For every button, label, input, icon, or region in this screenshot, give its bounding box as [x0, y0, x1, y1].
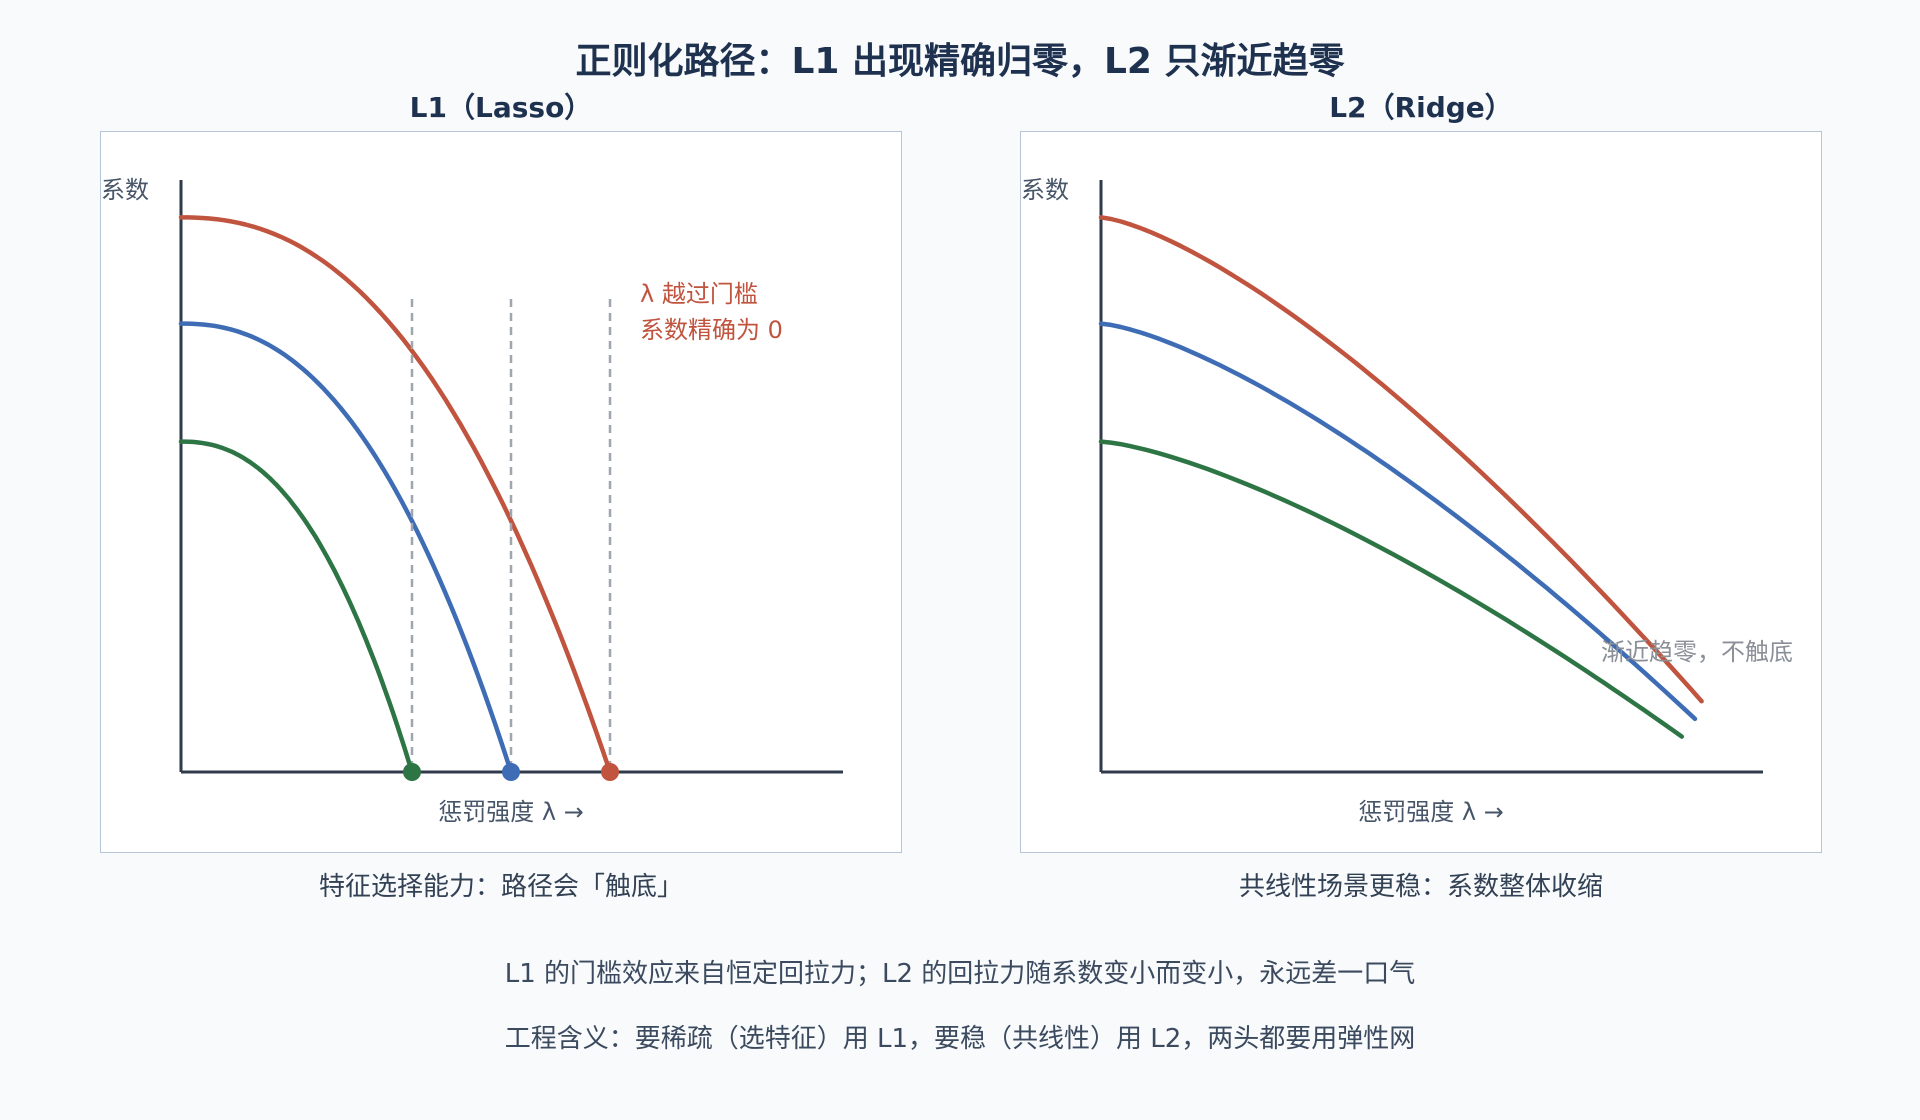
ridge-path-green [1098, 439, 1685, 739]
ridge-caption: 共线性场景更稳：系数整体收缩 [1238, 872, 1603, 902]
lasso-path-blue [178, 321, 514, 775]
x-axis-label: 惩罚强度 λ → [438, 798, 584, 826]
ridge-panel-title: L2（Ridge） [1329, 91, 1513, 124]
note-engineering-implication: 工程含义：要稀疏（选特征）用 L1，要稳（共线性）用 L2，两头都要用弹性网 [504, 1024, 1416, 1054]
lasso-path-green [178, 439, 415, 775]
lasso-chart-panel: 系数惩罚强度 λ → λ 越过门槛 系数精确为 0 [100, 131, 902, 853]
y-axis-label: 系数 [1021, 176, 1069, 204]
annotation-asymptotic: 渐近趋零，不触底 [1601, 638, 1793, 666]
lasso-caption: 特征选择能力：路径会「触底」 [318, 872, 683, 902]
annotation-threshold-line2: 系数精确为 0 [640, 316, 783, 344]
zero-point-red [601, 763, 619, 781]
lasso-path-red [178, 215, 613, 775]
ridge-path-blue [1098, 321, 1698, 722]
zero-point-green [403, 763, 421, 781]
y-axis-label: 系数 [101, 176, 149, 204]
ridge-path-red [1098, 215, 1704, 704]
ridge-chart-panel: 系数惩罚强度 λ → 渐近趋零，不触底 [1020, 131, 1822, 853]
x-axis-label: 惩罚强度 λ → [1358, 798, 1504, 826]
zero-point-blue [502, 763, 520, 781]
annotation-threshold-line1: λ 越过门槛 [640, 280, 758, 308]
main-title: 正则化路径：L1 出现精确归零，L2 只渐近趋零 [575, 41, 1345, 82]
note-threshold-effect: L1 的门槛效应来自恒定回拉力；L2 的回拉力随系数变小而变小，永远差一口气 [504, 959, 1416, 989]
lasso-panel-title: L1（Lasso） [409, 91, 593, 124]
